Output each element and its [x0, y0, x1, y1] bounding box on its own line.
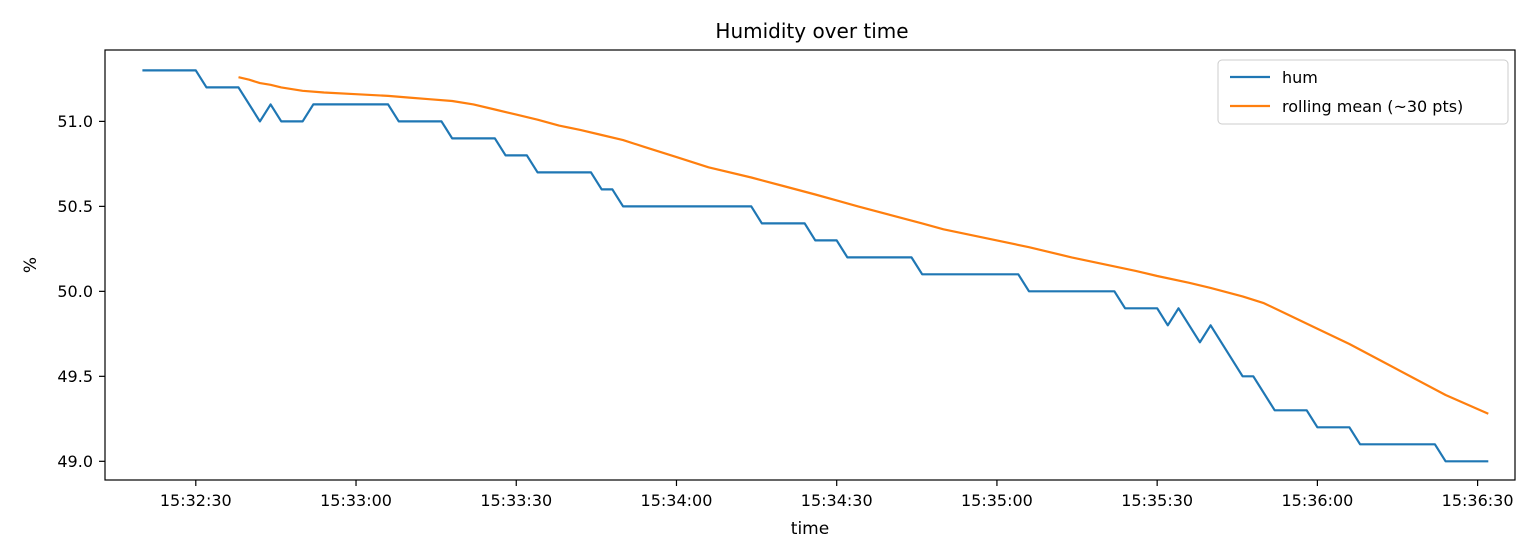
y-tick-label-1: 49.5 — [57, 367, 93, 386]
legend-label-0: hum — [1282, 68, 1318, 87]
y-tick-label-4: 51.0 — [57, 112, 93, 131]
y-tick-label-0: 49.0 — [57, 452, 93, 471]
y-axis-label: % — [21, 257, 41, 273]
x-tick-label-4: 15:34:30 — [801, 491, 873, 510]
y-tick-label-3: 50.5 — [57, 197, 93, 216]
x-tick-label-3: 15:34:00 — [641, 491, 713, 510]
x-axis-label: time — [791, 519, 829, 539]
x-tick-label-0: 15:32:30 — [160, 491, 232, 510]
x-axis: 15:32:30 15:33:00 15:33:30 15:34:00 15:34:30… — [160, 480, 1514, 510]
series-line-1 — [238, 76, 1489, 415]
legend-label-1: rolling mean (~30 pts) — [1282, 97, 1463, 116]
y-tick-label-2: 50.0 — [57, 282, 93, 301]
plot-area-frame — [104, 49, 1516, 481]
chart-title: Humidity over time — [715, 19, 908, 43]
x-tick-label-2: 15:33:30 — [480, 491, 552, 510]
legend-box — [1217, 59, 1509, 125]
x-tick-label-8: 15:36:30 — [1442, 491, 1514, 510]
x-tick-label-6: 15:35:30 — [1121, 491, 1193, 510]
legend: hum rolling mean (~30 pts) — [1217, 59, 1509, 125]
x-tick-label-7: 15:36:00 — [1281, 491, 1353, 510]
y-axis: 49.0 49.5 50.0 50.5 51.0 — [57, 112, 105, 471]
plot-lines — [142, 69, 1489, 463]
x-tick-label-1: 15:33:00 — [320, 491, 392, 510]
series-line-0 — [142, 69, 1489, 463]
x-tick-label-5: 15:35:00 — [961, 491, 1033, 510]
